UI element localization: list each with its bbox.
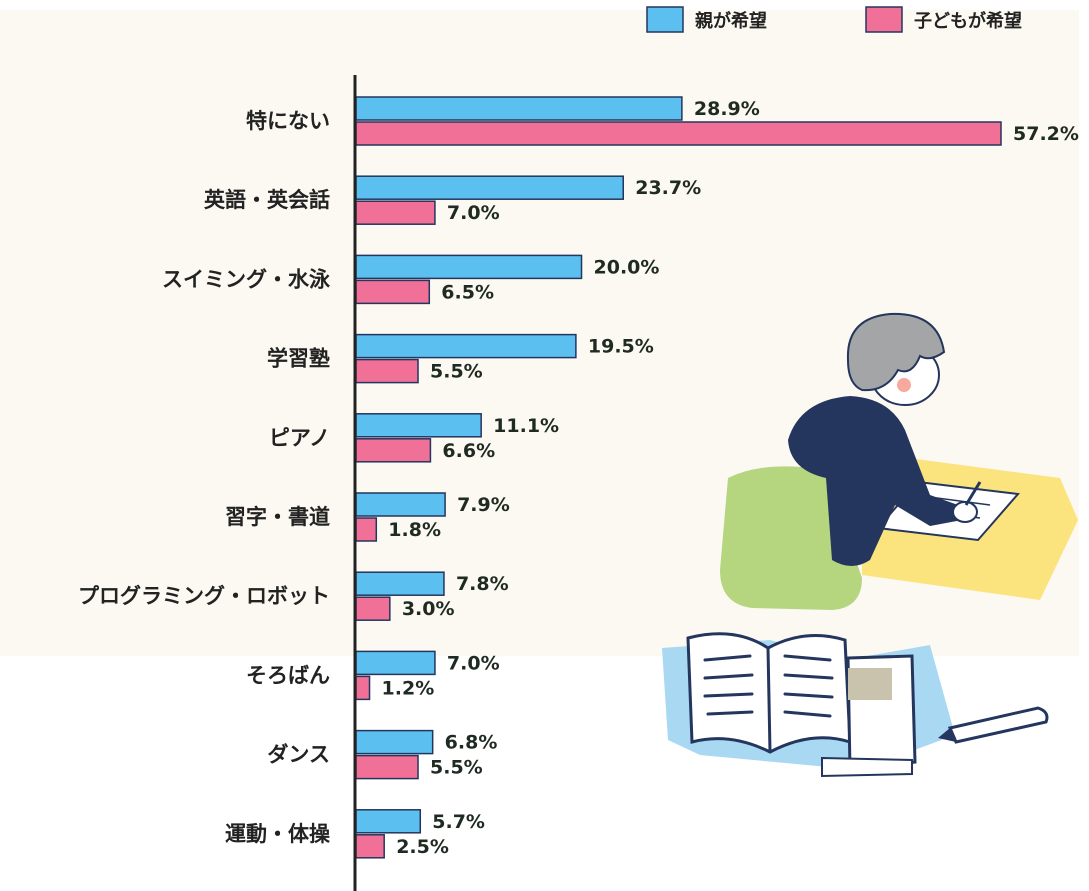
value-label: 3.0%	[402, 598, 455, 620]
category-label: そろばん	[246, 663, 330, 687]
legend-label-parent: 親が希望	[695, 10, 767, 32]
value-label: 5.7%	[432, 811, 485, 833]
bar-child	[355, 438, 432, 463]
value-label: 6.5%	[441, 281, 494, 303]
category-label: 英語・英会話	[204, 188, 330, 212]
sweater-shape	[788, 396, 962, 566]
value-label: 20.0%	[594, 256, 660, 278]
value-label: 1.8%	[388, 519, 441, 541]
bar-parent	[355, 571, 445, 596]
hair-shape	[846, 312, 946, 392]
bar-parent	[355, 175, 624, 200]
bar-parent	[355, 809, 422, 834]
category-label: プログラミング・ロボット	[78, 584, 330, 608]
bar-child	[355, 754, 419, 780]
value-label: 6.8%	[445, 732, 498, 754]
legend-label-child: 子どもが希望	[914, 10, 1022, 32]
bar-parent	[355, 96, 683, 121]
legend-swatch-parent	[646, 6, 684, 33]
value-label: 23.7%	[635, 177, 701, 199]
bar-child	[355, 358, 419, 384]
value-label: 7.9%	[457, 494, 510, 516]
bar-child	[355, 675, 371, 701]
legend-swatch-child	[865, 6, 903, 33]
bar-child	[355, 279, 431, 305]
bar-parent	[355, 413, 482, 438]
bars-group: 特にない 28.9% 57.2% 英語・英会話 23.7% 7.0% スイミング・水泳 20.…	[78, 96, 1079, 859]
value-label: 5.5%	[430, 361, 483, 383]
bar-child	[355, 121, 1002, 146]
value-label: 57.2%	[1013, 123, 1079, 145]
legend: 親が希望 子どもが希望	[646, 6, 1022, 33]
category-label: 習字・書道	[225, 505, 330, 529]
category-label: 特にない	[246, 109, 330, 133]
value-label: 28.9%	[694, 98, 760, 120]
bar-child	[355, 834, 385, 859]
category-label: ダンス	[267, 743, 330, 767]
bar-parent	[355, 650, 436, 676]
value-label: 7.0%	[447, 202, 500, 224]
bar-child	[355, 596, 391, 621]
pen-shape	[947, 706, 1049, 744]
bar-parent	[355, 333, 577, 359]
bar-child	[355, 517, 378, 542]
value-label: 5.5%	[430, 757, 483, 779]
bar-parent	[355, 492, 446, 517]
category-label: スイミング・水泳	[162, 267, 331, 291]
value-label: 19.5%	[588, 336, 654, 358]
bar-parent	[355, 729, 434, 755]
bar-parent	[355, 254, 583, 280]
category-label: ピアノ	[269, 426, 330, 450]
category-label: 学習塾	[267, 347, 330, 371]
value-label: 11.1%	[493, 415, 559, 437]
value-label: 7.8%	[456, 573, 509, 595]
value-label: 7.0%	[447, 652, 500, 674]
value-label: 1.2%	[382, 677, 435, 699]
chair-shape	[720, 466, 862, 610]
bar-child	[355, 200, 436, 225]
value-label: 6.6%	[442, 440, 495, 462]
value-label: 2.5%	[396, 836, 449, 858]
category-label: 運動・体操	[225, 822, 331, 846]
